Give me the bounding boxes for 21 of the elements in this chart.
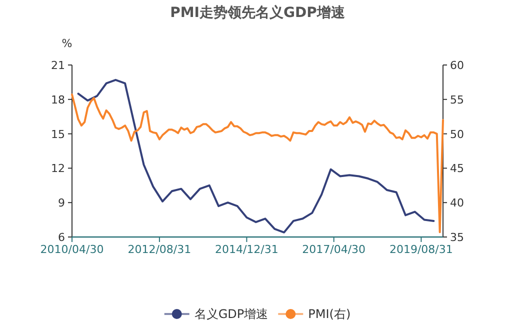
- y2-tick-label: 40: [450, 196, 464, 210]
- chart-title: PMI走势领先名义GDP增速: [170, 4, 346, 21]
- y-axis-title: %: [62, 37, 72, 50]
- y2-tick-label: 55: [450, 93, 464, 106]
- y-tick-label: 18: [51, 93, 65, 106]
- x-tick-label: 2010/04/30: [40, 243, 104, 256]
- y-tick-label: 15: [51, 128, 65, 141]
- x-tick-label: 2019/08/31: [389, 243, 453, 256]
- y2-tick-label: 60: [450, 59, 464, 72]
- y-tick-label: 12: [51, 162, 65, 176]
- x-tick-label: 2014/12/31: [214, 243, 278, 256]
- x-tick-label: 2017/04/30: [302, 243, 366, 256]
- y2-tick-label: 45: [450, 162, 464, 176]
- legend-label: PMI(右): [308, 307, 351, 321]
- y2-tick-label: 35: [450, 231, 464, 244]
- legend-label: 名义GDP增速: [194, 307, 268, 321]
- y-tick-label: 9: [58, 196, 65, 210]
- x-tick-label: 2012/08/31: [128, 243, 192, 256]
- y-tick-label: 21: [51, 59, 65, 72]
- y2-tick-label: 50: [450, 128, 464, 141]
- y-tick-label: 6: [58, 231, 65, 244]
